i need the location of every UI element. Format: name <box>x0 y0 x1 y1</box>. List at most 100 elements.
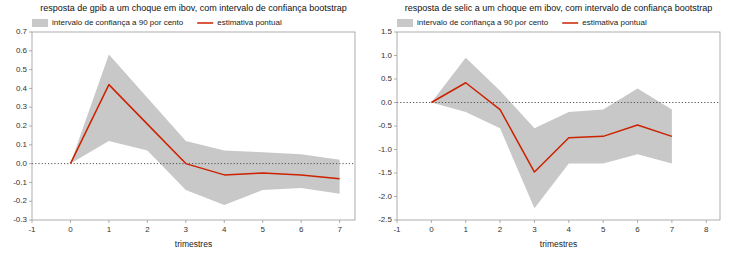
x-tick-label: 3 <box>184 225 189 234</box>
legend-item: intervalo de confiança a 90 por cento <box>32 18 184 27</box>
x-tick-label: 4 <box>222 225 227 234</box>
figure: -0.3-0.2-0.10.00.10.20.30.40.50.60.7-101… <box>0 0 730 254</box>
chart-title: resposta de gpib a um choque em ibov, co… <box>40 3 347 13</box>
legend-item: intervalo de confiança a 90 por cento <box>397 18 549 27</box>
y-tick-label: 0.3 <box>16 102 28 111</box>
x-tick <box>185 220 186 223</box>
x-tick-label: 1 <box>107 225 112 234</box>
chart-title: resposta de selic a um choque em ibov, c… <box>405 3 713 13</box>
plot-frame <box>32 32 355 220</box>
legend-item: estimativa pontual <box>562 18 647 27</box>
x-tick <box>671 220 672 223</box>
y-tick-label: -2.5 <box>378 215 392 224</box>
y-tick <box>29 107 32 108</box>
reference-line <box>397 102 720 103</box>
legend-swatch <box>197 22 213 24</box>
x-tick-label: 8 <box>704 225 709 234</box>
x-tick-label: 2 <box>498 225 503 234</box>
y-tick-label: 0.0 <box>381 98 393 107</box>
y-tick <box>394 102 397 103</box>
x-tick <box>108 220 109 223</box>
y-tick-label: 0.0 <box>16 159 28 168</box>
y-tick <box>394 149 397 150</box>
y-tick-label: -2.0 <box>378 192 392 201</box>
x-tick-label: 3 <box>532 225 537 234</box>
y-tick-label: 0.2 <box>16 121 28 130</box>
y-tick <box>394 55 397 56</box>
y-tick <box>29 126 32 127</box>
y-tick-label: -1.0 <box>378 145 392 154</box>
y-tick-label: 0.6 <box>16 46 28 55</box>
reference-line <box>32 163 355 164</box>
y-tick <box>394 173 397 174</box>
x-tick <box>32 220 33 223</box>
legend-label: intervalo de confiança a 90 por cento <box>417 18 549 27</box>
y-tick <box>394 79 397 80</box>
y-tick-label: -1.5 <box>378 168 392 177</box>
x-tick-label: -1 <box>393 225 401 234</box>
panel: -0.3-0.2-0.10.00.10.20.30.40.50.60.7-101… <box>13 3 355 249</box>
x-tick <box>534 220 535 223</box>
y-tick <box>29 69 32 70</box>
y-tick <box>29 144 32 145</box>
x-tick-label: 5 <box>260 225 265 234</box>
y-tick <box>29 88 32 89</box>
background <box>0 0 730 254</box>
x-tick-label: 5 <box>601 225 606 234</box>
y-tick-label: -0.3 <box>13 215 27 224</box>
y-tick-label: 1.5 <box>381 27 393 36</box>
y-tick <box>394 196 397 197</box>
y-tick-label: -0.2 <box>13 196 27 205</box>
plot-frame <box>397 32 720 220</box>
y-tick-label: 1.0 <box>381 51 393 60</box>
y-tick-label: 0.5 <box>381 74 393 83</box>
x-tick-label: 1 <box>463 225 468 234</box>
y-tick-label: 0.4 <box>16 84 28 93</box>
y-tick-label: 0.7 <box>16 27 28 36</box>
x-axis-label: trimestres <box>540 239 577 249</box>
x-tick <box>147 220 148 223</box>
y-tick <box>29 201 32 202</box>
x-tick-label: 7 <box>337 225 342 234</box>
y-tick-label: 0.5 <box>16 65 28 74</box>
x-axis-label: trimestres <box>175 239 212 249</box>
x-tick <box>706 220 707 223</box>
legend: intervalo de confiança a 90 por cento est… <box>32 18 282 27</box>
x-tick-label: 0 <box>68 225 73 234</box>
y-tick <box>29 50 32 51</box>
x-tick <box>339 220 340 223</box>
legend-label: estimativa pontual <box>582 18 647 27</box>
x-tick <box>431 220 432 223</box>
x-tick <box>637 220 638 223</box>
x-tick <box>70 220 71 223</box>
y-tick <box>394 220 397 221</box>
legend: intervalo de confiança a 90 por cento est… <box>397 18 647 27</box>
x-tick <box>397 220 398 223</box>
legend-swatch <box>397 19 413 27</box>
plot-area <box>397 58 720 208</box>
legend-item: estimativa pontual <box>197 18 282 27</box>
x-tick-label: 6 <box>299 225 304 234</box>
x-tick-label: 6 <box>635 225 640 234</box>
legend-label: estimativa pontual <box>217 18 282 27</box>
confidence-band <box>70 55 339 205</box>
x-tick-label: 2 <box>145 225 150 234</box>
x-tick <box>262 220 263 223</box>
legend-swatch <box>32 19 48 27</box>
x-tick <box>603 220 604 223</box>
x-tick <box>301 220 302 223</box>
point-estimate-line <box>70 85 339 179</box>
legend-label: intervalo de confiança a 90 por cento <box>52 18 184 27</box>
plot-area <box>32 55 355 205</box>
point-estimate-line <box>431 83 672 172</box>
legend-swatch <box>562 22 578 24</box>
x-tick <box>465 220 466 223</box>
y-tick-label: -0.5 <box>378 121 392 130</box>
x-tick <box>224 220 225 223</box>
x-tick-label: 4 <box>567 225 572 234</box>
y-tick <box>29 220 32 221</box>
y-tick <box>29 163 32 164</box>
y-tick <box>394 32 397 33</box>
x-tick <box>500 220 501 223</box>
x-tick-label: -1 <box>28 225 36 234</box>
